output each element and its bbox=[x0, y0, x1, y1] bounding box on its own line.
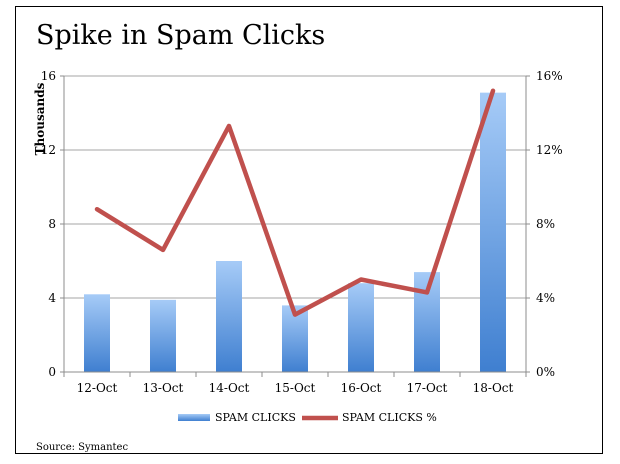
chart-title: Spike in Spam Clicks bbox=[36, 20, 325, 51]
y2-tick-label: 4% bbox=[536, 291, 555, 305]
bar bbox=[480, 92, 506, 373]
bar bbox=[216, 261, 242, 372]
bar-series bbox=[84, 92, 506, 373]
bar bbox=[348, 283, 374, 372]
source-note: Source: Symantec bbox=[36, 442, 128, 453]
x-tick-label: 15-Oct bbox=[275, 381, 316, 395]
x-tick-label: 17-Oct bbox=[407, 381, 448, 395]
y-axis-title: Thousands bbox=[33, 82, 47, 155]
y2-tick-label: 8% bbox=[536, 217, 555, 231]
y2-tick-label: 0% bbox=[536, 365, 555, 379]
y-tick-label: 4 bbox=[48, 291, 56, 305]
chart-svg: Spike in Spam Clicks 0 4 8 12 16 0% 4% 8% 12% 16%… bbox=[33, 20, 563, 453]
axes: 0 4 8 12 16 0% 4% 8% 12% 16% 12-Oct 13-Oct 14-Oct 15-… bbox=[41, 69, 563, 395]
legend-label-bar: SPAM CLICKS bbox=[215, 411, 296, 424]
legend-label-line: SPAM CLICKS % bbox=[342, 411, 437, 424]
line-series bbox=[94, 88, 496, 317]
x-tick-label: 12-Oct bbox=[77, 381, 118, 395]
legend-swatch-bar bbox=[178, 414, 210, 421]
x-tick-label: 16-Oct bbox=[341, 381, 382, 395]
chart-frame: Spike in Spam Clicks 0 4 8 12 16 0% 4% 8% 12% 16%… bbox=[15, 6, 603, 454]
line-path bbox=[94, 88, 496, 317]
y2-tick-label: 16% bbox=[536, 69, 563, 83]
x-tick-label: 14-Oct bbox=[209, 381, 250, 395]
x-tick-label: 18-Oct bbox=[473, 381, 514, 395]
y-tick-label: 0 bbox=[48, 365, 56, 379]
bar bbox=[84, 294, 110, 372]
y-tick-label: 8 bbox=[48, 217, 56, 231]
bar bbox=[150, 299, 176, 372]
x-tick-label: 13-Oct bbox=[143, 381, 184, 395]
y-tick-label: 16 bbox=[41, 69, 56, 83]
y2-tick-label: 12% bbox=[536, 143, 563, 157]
y-tick-label: 12 bbox=[41, 143, 56, 157]
grid bbox=[64, 75, 526, 299]
legend: SPAM CLICKS SPAM CLICKS % bbox=[178, 411, 437, 424]
